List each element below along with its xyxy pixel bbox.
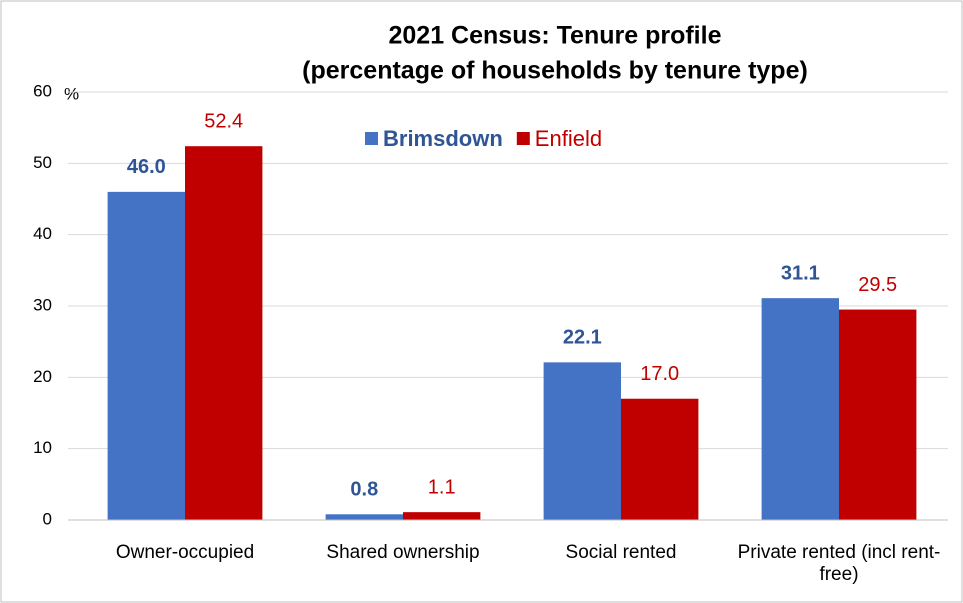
y-tick-label: 30: [33, 295, 52, 314]
x-tick-label: Owner-occupied: [115, 542, 255, 563]
bar: [325, 514, 403, 520]
y-tick-label: 50: [33, 153, 52, 172]
y-tick-label: 40: [33, 224, 52, 243]
y-tick-label: 20: [33, 367, 52, 386]
data-label: 1.1: [428, 476, 456, 498]
legend-swatch: [365, 132, 378, 145]
bar: [403, 512, 481, 520]
bar: [621, 398, 699, 520]
x-tick-label: Shared ownership: [326, 542, 480, 563]
x-tick-label: Private rented (incl rent-free): [737, 542, 941, 585]
legend-label: Enfield: [535, 126, 602, 151]
data-label: 29.5: [858, 274, 897, 296]
bar: [185, 146, 263, 521]
x-tick-label: Social rented: [565, 542, 677, 563]
y-tick-label: 10: [33, 438, 52, 457]
data-label: 22.1: [563, 327, 602, 349]
y-tick-label: 0: [43, 509, 52, 528]
bar: [107, 191, 185, 520]
data-label: 0.8: [350, 479, 378, 501]
data-label: 52.4: [204, 110, 243, 132]
legend-swatch: [516, 132, 530, 145]
y-tick-label: 60: [33, 81, 52, 100]
data-label: 17.0: [640, 363, 679, 385]
legend-label: Brimsdown: [383, 126, 503, 151]
chart-subtitle: (percentage of households by tenure type…: [302, 57, 808, 85]
data-label: 31.1: [781, 262, 820, 284]
bar: [761, 298, 839, 520]
bar: [839, 309, 917, 520]
y-axis-label: %: [64, 84, 79, 103]
chart-title: 2021 Census: Tenure profile: [389, 22, 722, 50]
bar: [543, 362, 621, 520]
data-label: 46.0: [127, 156, 166, 178]
